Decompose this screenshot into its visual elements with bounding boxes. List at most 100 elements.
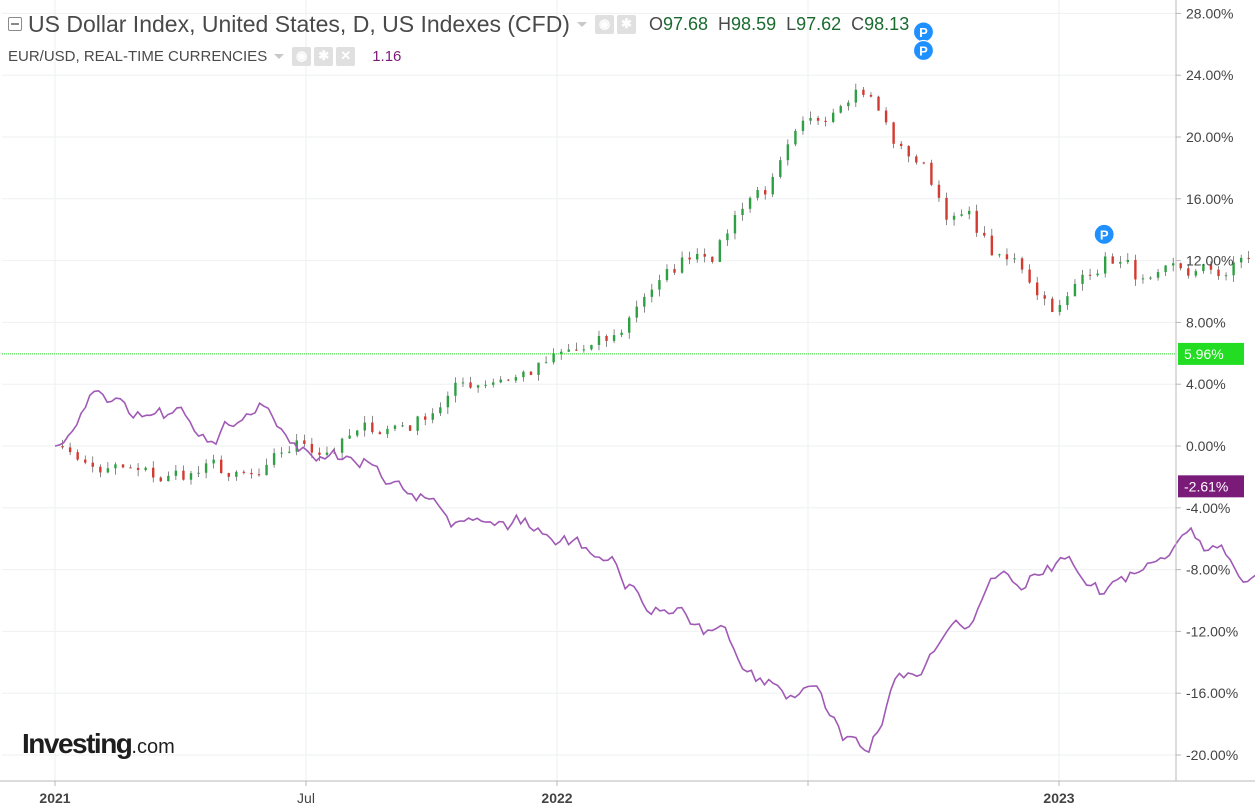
dxy-candle (393, 425, 397, 429)
dxy-candle (152, 467, 155, 478)
dxy-candle (76, 452, 79, 460)
dxy-candle (756, 190, 759, 198)
dxy-candle (529, 371, 533, 375)
last-value-badge-0 (1178, 342, 1244, 365)
dxy-candle (952, 215, 956, 220)
dxy-candle (786, 144, 790, 161)
dxy-candle (318, 452, 321, 455)
dxy-candle (801, 120, 805, 131)
dxy-candle (1171, 263, 1175, 266)
marker-label: P (919, 25, 928, 40)
y-tick-label-2: 20.00% (1186, 129, 1233, 145)
dxy-candle (1058, 305, 1062, 312)
dxy-candle (378, 432, 382, 435)
dxy-candle (597, 336, 601, 345)
dxy-candle (61, 446, 64, 448)
dxy-candle (839, 106, 842, 113)
chevron-down-icon[interactable] (274, 53, 285, 59)
dxy-candle (356, 430, 359, 436)
dxy-candle (1187, 268, 1190, 276)
marker-circle (912, 39, 935, 62)
y-tick-label-9: -8.00% (1186, 562, 1230, 578)
event-marker-2[interactable]: P (1093, 223, 1115, 245)
dxy-candle (68, 447, 72, 453)
dxy-candle (620, 332, 623, 336)
dxy-candle (711, 256, 714, 262)
dxy-candle (824, 120, 827, 122)
dxy-candle (960, 214, 963, 216)
close-icon[interactable]: ✕ (336, 46, 356, 66)
dxy-candle (401, 425, 404, 427)
dxy-candle (990, 235, 994, 256)
dxy-candle (242, 471, 246, 473)
dxy-candle (915, 156, 918, 163)
gear-icon[interactable]: ✱ (314, 46, 334, 66)
dxy-candle (1013, 258, 1016, 260)
dxy-candle (272, 453, 276, 465)
dxy-candle (174, 470, 178, 476)
gear-icon[interactable]: ✱ (616, 14, 636, 34)
x-tick-label-4: 2023 (1043, 790, 1074, 806)
dxy-candle (567, 349, 570, 352)
event-marker-0[interactable]: P (912, 21, 935, 43)
dxy-candle (1073, 283, 1077, 297)
dxy-candle (1141, 278, 1145, 280)
dxy-candle (507, 379, 510, 381)
dxy-candle (937, 184, 941, 198)
dxy-candle (484, 384, 487, 386)
dxy-candle (363, 422, 366, 431)
y-tick-label-12: -20.00% (1186, 747, 1238, 763)
dxy-candle (869, 94, 873, 97)
dxy-candle (454, 382, 457, 396)
dxy-candle (499, 379, 502, 383)
y-tick-label-7: 0.00% (1186, 438, 1226, 454)
dxy-candle (84, 459, 87, 463)
event-marker-1[interactable]: P (912, 39, 935, 62)
second-series-title[interactable]: EUR/USD, REAL-TIME CURRENCIES (8, 47, 268, 65)
dxy-candle (424, 416, 427, 420)
dxy-candle (998, 254, 1001, 256)
y-tick-label-5: 8.00% (1186, 314, 1226, 330)
dxy-candle (159, 477, 162, 482)
series-title[interactable]: US Dollar Index, United States, D, US In… (28, 10, 570, 37)
y-tick-label-11: -16.00% (1186, 685, 1238, 701)
eye-icon[interactable]: ◉ (292, 46, 312, 66)
last-value-text-1: -2.61% (1184, 478, 1228, 494)
ohlc-close: C98.13 (851, 13, 910, 34)
dxy-candle (1164, 265, 1167, 273)
dxy-candle (1051, 298, 1054, 312)
dxy-candle (922, 162, 926, 164)
chevron-down-icon[interactable] (576, 21, 587, 27)
dxy-candle (1103, 256, 1107, 274)
dxy-candle (1194, 271, 1198, 276)
dxy-candle (136, 467, 140, 470)
dxy-candle (816, 117, 820, 121)
dxy-candle (91, 462, 94, 467)
dxy-candle (416, 416, 419, 431)
dxy-candle (537, 362, 540, 375)
dxy-candle (1066, 296, 1069, 306)
dxy-candle (514, 377, 518, 381)
dxy-candle (144, 467, 147, 470)
dxy-candle (1239, 257, 1243, 263)
dxy-candle (733, 215, 737, 234)
dxy-candle (1020, 258, 1024, 270)
eye-icon[interactable]: ◉ (594, 14, 614, 34)
dxy-candle (386, 428, 389, 435)
dxy-candle (975, 210, 978, 233)
marker-label: P (1100, 227, 1109, 242)
event-markers[interactable]: PPP (912, 21, 1115, 245)
dxy-candle (371, 422, 374, 433)
dxy-candle (590, 344, 593, 350)
dxy-candle (763, 190, 767, 195)
y-tick-label-4: 12.00% (1186, 253, 1233, 269)
eurusd-line (54, 389, 1255, 754)
dxy-candle (492, 382, 495, 385)
dxy-candle (250, 472, 253, 475)
collapse-icon[interactable] (8, 17, 22, 31)
dxy-candle (854, 89, 858, 103)
x-tick-label-2: 2022 (541, 790, 572, 806)
dxy-candle (114, 464, 117, 469)
dxy-candle (907, 145, 910, 157)
